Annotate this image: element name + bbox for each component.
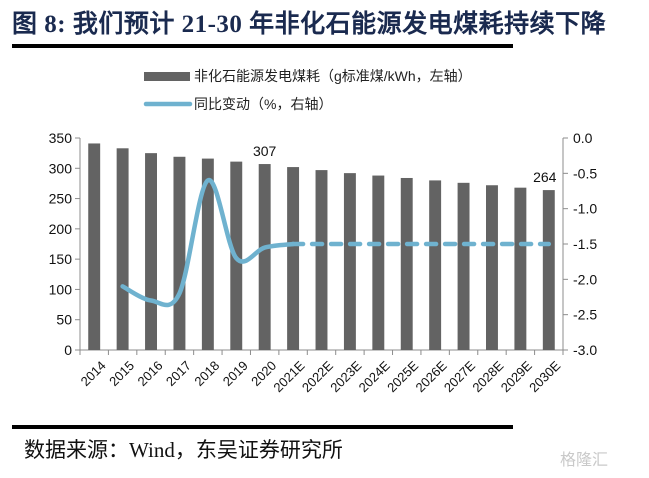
bar — [116, 148, 129, 350]
x-axis-tick-label: 2030E — [526, 358, 563, 395]
left-axis-tick-label: 300 — [49, 160, 73, 176]
left-axis-tick-label: 250 — [49, 191, 73, 207]
bar — [542, 190, 555, 350]
bar — [372, 175, 385, 350]
bar — [429, 180, 442, 350]
bar — [287, 167, 300, 350]
x-axis-tick-label: 2014 — [78, 358, 109, 389]
right-axis-tick-label: -2.0 — [573, 271, 597, 287]
chart: 非化石能源发电煤耗（g标准煤/kWh，左轴） 同比变动（%，右轴） 0 50 100… — [49, 68, 598, 395]
right-axis-tick-label: 0.0 — [573, 130, 593, 146]
bar — [343, 173, 356, 350]
right-axis-tick-label: -2.5 — [573, 307, 597, 323]
x-axis-tick-label: 2017 — [163, 358, 194, 389]
left-axis-tick-label: 350 — [49, 130, 73, 146]
x-axis-tick-label: 2016 — [135, 358, 166, 389]
bar — [258, 164, 271, 350]
data-labels: 307 264 — [253, 143, 557, 185]
chart-title: 图 8: 我们预计 21-30 年非化石能源发电煤耗持续下降 — [12, 11, 607, 38]
bar — [457, 182, 470, 350]
x-axis-tick-label: 2026E — [413, 358, 450, 395]
watermark-logo: 格隆汇 — [560, 452, 609, 469]
x-axis-tick-label: 2015 — [106, 358, 137, 389]
source-divider — [12, 425, 513, 429]
bar — [173, 156, 186, 350]
x-axis-tick-label: 2028E — [469, 358, 506, 395]
bar — [145, 153, 157, 350]
x-axis-tick-label: 2022E — [299, 358, 336, 395]
bar-data-label: 307 — [253, 143, 277, 159]
left-axis-tick-label: 0 — [64, 342, 72, 358]
x-axis-tick-label: 2029E — [498, 358, 535, 395]
line-series-actual — [120, 178, 296, 308]
source-note: 数据来源：Wind，东吴证券研究所 — [24, 438, 343, 462]
x-axis-tick-label: 2021E — [270, 358, 307, 395]
bar — [400, 177, 413, 350]
bar-data-label: 264 — [533, 169, 557, 185]
x-axis-tick-label: 2019 — [220, 358, 251, 389]
x-axis-tick-label: 2023E — [327, 358, 364, 395]
legend: 非化石能源发电煤耗（g标准煤/kWh，左轴） 同比变动（%，右轴） — [143, 68, 472, 112]
x-axis-tick-label: 2024E — [356, 358, 393, 395]
right-axis-tick-label: -1.5 — [573, 236, 597, 252]
legend-swatch-bar — [144, 72, 190, 81]
right-axis-tick-label: -3.0 — [573, 342, 597, 358]
bar — [88, 143, 101, 350]
x-axis-tick-label: 2018 — [191, 358, 222, 389]
right-axis-tick-label: -0.5 — [573, 165, 597, 181]
bars — [88, 143, 555, 350]
legend-label-bar: 非化石能源发电煤耗（g标准煤/kWh，左轴） — [194, 68, 472, 84]
bar — [514, 187, 527, 350]
bar — [486, 185, 498, 350]
x-axis-tick-label: 2027E — [441, 358, 478, 395]
bar — [315, 170, 328, 350]
line-series — [120, 178, 552, 308]
x-axis-tick-label: 2025E — [384, 358, 421, 395]
left-axis-tick-label: 200 — [49, 221, 73, 237]
title-divider — [12, 44, 513, 48]
right-axis-tick-label: -1.0 — [573, 201, 597, 217]
bar — [201, 158, 214, 350]
left-axis-tick-label: 100 — [49, 281, 73, 297]
legend-label-line: 同比变动（%，右轴） — [194, 96, 332, 112]
left-axis-tick-label: 150 — [49, 251, 73, 267]
left-axis-tick-label: 50 — [56, 312, 72, 328]
